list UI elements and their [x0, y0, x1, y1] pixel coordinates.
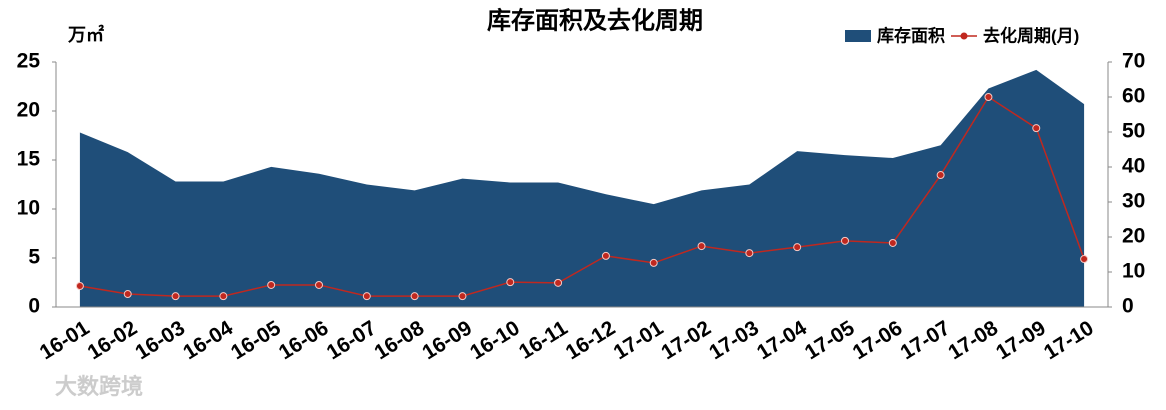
x-tick-label: 16-04	[179, 316, 237, 364]
y2-tick-label: 70	[1122, 50, 1145, 73]
x-tick-label: 16-01	[36, 316, 94, 364]
x-tick-label: 16-05	[227, 316, 285, 364]
x-tick-label: 16-02	[84, 316, 142, 364]
legend-swatch	[960, 32, 968, 40]
line-point	[315, 280, 323, 289]
x-tick-label: 16-08	[370, 316, 428, 364]
legend-swatch	[845, 30, 871, 42]
line-point	[219, 292, 228, 301]
line-point	[936, 171, 945, 180]
y2-tick-label: 20	[1122, 225, 1145, 248]
x-tick-label: 17-05	[801, 316, 859, 364]
line-point	[1032, 124, 1041, 133]
y2-tick-label: 10	[1122, 260, 1145, 283]
y-tick-label: 10	[17, 197, 40, 220]
y-tick-label: 5	[28, 246, 40, 269]
x-tick-label: 17-03	[705, 316, 763, 364]
line-point	[601, 251, 610, 260]
y2-tick-label: 0	[1122, 295, 1134, 318]
y2-tick-label: 30	[1122, 190, 1145, 213]
line-point	[410, 292, 419, 301]
chart-title: 库存面积及去化周期	[487, 6, 703, 34]
line-point	[649, 258, 658, 267]
line-point	[697, 242, 706, 251]
x-tick-label: 17-04	[753, 316, 811, 364]
area	[79, 69, 1085, 307]
x-tick-label: 16-10	[466, 316, 524, 364]
line-point	[793, 243, 802, 252]
y-axis-label: 万㎡	[67, 24, 104, 45]
y2-tick-label: 40	[1122, 155, 1145, 178]
line-point	[554, 278, 563, 287]
x-tick-label: 16-09	[418, 316, 476, 364]
x-tick-label: 16-03	[131, 316, 189, 364]
x-tick-label: 17-08	[944, 316, 1002, 364]
watermark: 大数跨境	[55, 374, 143, 399]
y-tick-label: 15	[17, 148, 41, 171]
line-point	[506, 278, 515, 287]
x-tick-label: 17-07	[896, 316, 954, 364]
x-tick-label: 17-06	[849, 316, 907, 364]
line-point	[75, 282, 84, 290]
x-tick-label: 17-09	[992, 316, 1050, 364]
line-point	[458, 292, 467, 301]
y-tick-label: 20	[17, 99, 40, 122]
x-tick-label: 16-07	[323, 316, 381, 364]
y2-tick-label: 50	[1122, 120, 1145, 143]
line-point	[888, 238, 897, 247]
x-tick-label: 16-11	[515, 316, 572, 364]
x-tick-label: 17-10	[1040, 316, 1098, 364]
line	[79, 95, 1085, 297]
y-tick-label: 25	[17, 50, 41, 73]
legend-label: 去化周期(月)	[983, 25, 1079, 45]
x-tick-label: 16-12	[562, 316, 620, 364]
line-point	[1080, 255, 1089, 264]
line-point	[362, 292, 371, 301]
legend-label: 库存面积	[877, 25, 945, 45]
line-point	[745, 249, 754, 258]
x-tick-label: 16-06	[275, 316, 333, 364]
x-tick-label: 17-01	[610, 316, 668, 364]
line-point	[171, 292, 180, 301]
x-tick-label: 17-02	[657, 316, 715, 364]
line-point	[984, 93, 993, 101]
line-point	[123, 290, 132, 299]
line-point	[267, 280, 276, 289]
y-tick-label: 0	[28, 295, 40, 318]
y2-tick-label: 60	[1122, 85, 1145, 108]
line-point	[841, 236, 849, 245]
